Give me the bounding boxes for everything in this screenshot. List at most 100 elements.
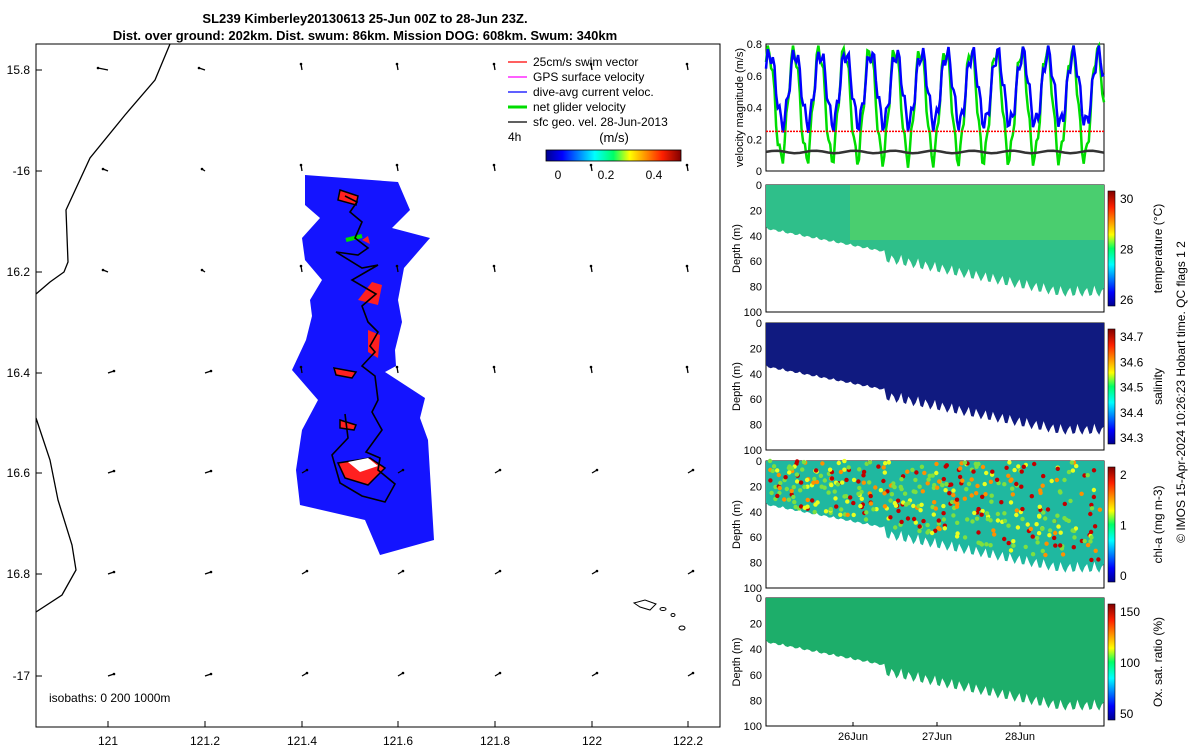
chla-sample (802, 505, 807, 510)
chla-sample (859, 496, 864, 501)
colorbar-tick-label: 34.5 (1120, 381, 1144, 395)
chla-sample (978, 541, 983, 546)
velocity-arrow (492, 62, 496, 71)
chla-sample (834, 504, 839, 509)
chla-sample (926, 477, 931, 482)
velocity-arrow (685, 163, 689, 172)
chla-sample (994, 477, 1000, 482)
chla-sample (1097, 507, 1103, 512)
chla-sample (791, 484, 796, 490)
chla-sample (798, 504, 804, 509)
chla-sample (776, 472, 781, 478)
colorbar-tick-label: 0.2 (598, 168, 615, 182)
chla-sample (969, 493, 974, 498)
depth-ytick-label: 20 (750, 619, 762, 631)
depth-ytick-label: 40 (750, 231, 762, 243)
speed-colorbar-ticks: 0 0.2 0.4 (555, 168, 663, 182)
velocity-arrow (395, 163, 399, 172)
velocity-arrow (685, 62, 689, 71)
depth-ytick-label: 20 (750, 205, 762, 217)
depth-section (766, 323, 1104, 435)
chla-sample (913, 520, 918, 525)
map-ytick-label: -17 (13, 669, 31, 683)
chla-sample (975, 483, 980, 489)
chla-sample (954, 497, 960, 502)
chla-sample (802, 484, 807, 490)
chla-sample (769, 490, 774, 496)
velocity-ytick-label: 0 (756, 166, 762, 178)
chla-sample (810, 498, 815, 503)
chla-sample (842, 458, 847, 464)
chla-sample (980, 464, 986, 470)
chla-sample (1040, 526, 1045, 531)
chla-sample (941, 511, 946, 516)
depth-ytick-label: 60 (750, 670, 762, 682)
chla-sample (999, 500, 1004, 505)
depth-colorbar (1107, 190, 1116, 307)
chla-sample (925, 481, 930, 486)
chla-sample (832, 489, 837, 494)
chla-sample (888, 515, 893, 520)
velocity-ytick-label: 0.2 (747, 134, 762, 146)
chla-sample (1023, 544, 1028, 550)
chla-sample (856, 479, 861, 484)
velocity-arrow (299, 264, 303, 273)
island-cluster (632, 599, 686, 631)
chla-sample (1002, 511, 1007, 516)
salinity-panel: 0 20 40 60 80 100 Depth (m) 34.3 34.4 34.5 34.6 34.… (731, 318, 1165, 457)
chla-sample (798, 488, 803, 493)
chla-sample (826, 490, 831, 495)
chla-sample (958, 466, 963, 471)
chla-sample (829, 482, 834, 488)
depth-ytick-label: 100 (744, 721, 762, 733)
depth-ylabel: Depth (m) (731, 224, 743, 273)
chla-sample (969, 477, 974, 482)
chart-title-line2: Dist. over ground: 202km. Dist. swum: 86… (112, 28, 618, 43)
chla-sample (914, 470, 919, 475)
chla-sample (933, 528, 938, 533)
chla-sample (868, 493, 873, 499)
chla-sample (838, 512, 843, 517)
chla-sample (954, 504, 960, 509)
chla-sample (845, 499, 850, 504)
depth-ytick-label: 100 (744, 307, 762, 319)
chla-sample (962, 460, 968, 465)
chla-sample (1052, 535, 1057, 541)
depth-ytick-label: 0 (756, 318, 762, 330)
chla-sample (801, 459, 807, 465)
velocity-arrow (492, 163, 496, 172)
chla-sample (1082, 473, 1087, 478)
depth-ytick-label: 100 (744, 445, 762, 457)
colorbar-tick-label: 34.7 (1120, 330, 1144, 344)
chla-sample (838, 469, 844, 475)
chla-sample (1007, 460, 1012, 465)
chla-sample (989, 493, 994, 498)
chla-sample (905, 516, 911, 521)
chla-sample (1028, 526, 1034, 532)
chla-sample (934, 470, 939, 476)
map-ytick-label: 16.8 (7, 567, 31, 581)
chla-sample (964, 487, 969, 492)
map-xtick-label: 121.8 (480, 734, 510, 748)
chla-sample (1030, 552, 1036, 557)
chla-sample (839, 507, 844, 512)
chla-sample (1091, 494, 1097, 500)
chla-sample (1079, 491, 1084, 496)
chla-sample (863, 517, 869, 522)
velocity-arrow (492, 264, 496, 273)
chla-sample (951, 488, 956, 493)
chla-sample (970, 519, 975, 524)
chla-sample (976, 506, 981, 512)
chla-sample (1012, 467, 1017, 473)
chla-sample (1072, 535, 1077, 540)
chla-sample (857, 485, 862, 491)
chla-sample (813, 502, 818, 507)
legend-entry: 25cm/s swim vector (508, 55, 638, 69)
chla-sample (782, 497, 787, 502)
velocity-arrow (301, 569, 309, 575)
chla-sample (819, 484, 824, 489)
velocity-arrow (589, 163, 593, 172)
chla-sample (1056, 524, 1061, 529)
chla-sample (957, 474, 963, 480)
chla-sample (911, 516, 917, 522)
